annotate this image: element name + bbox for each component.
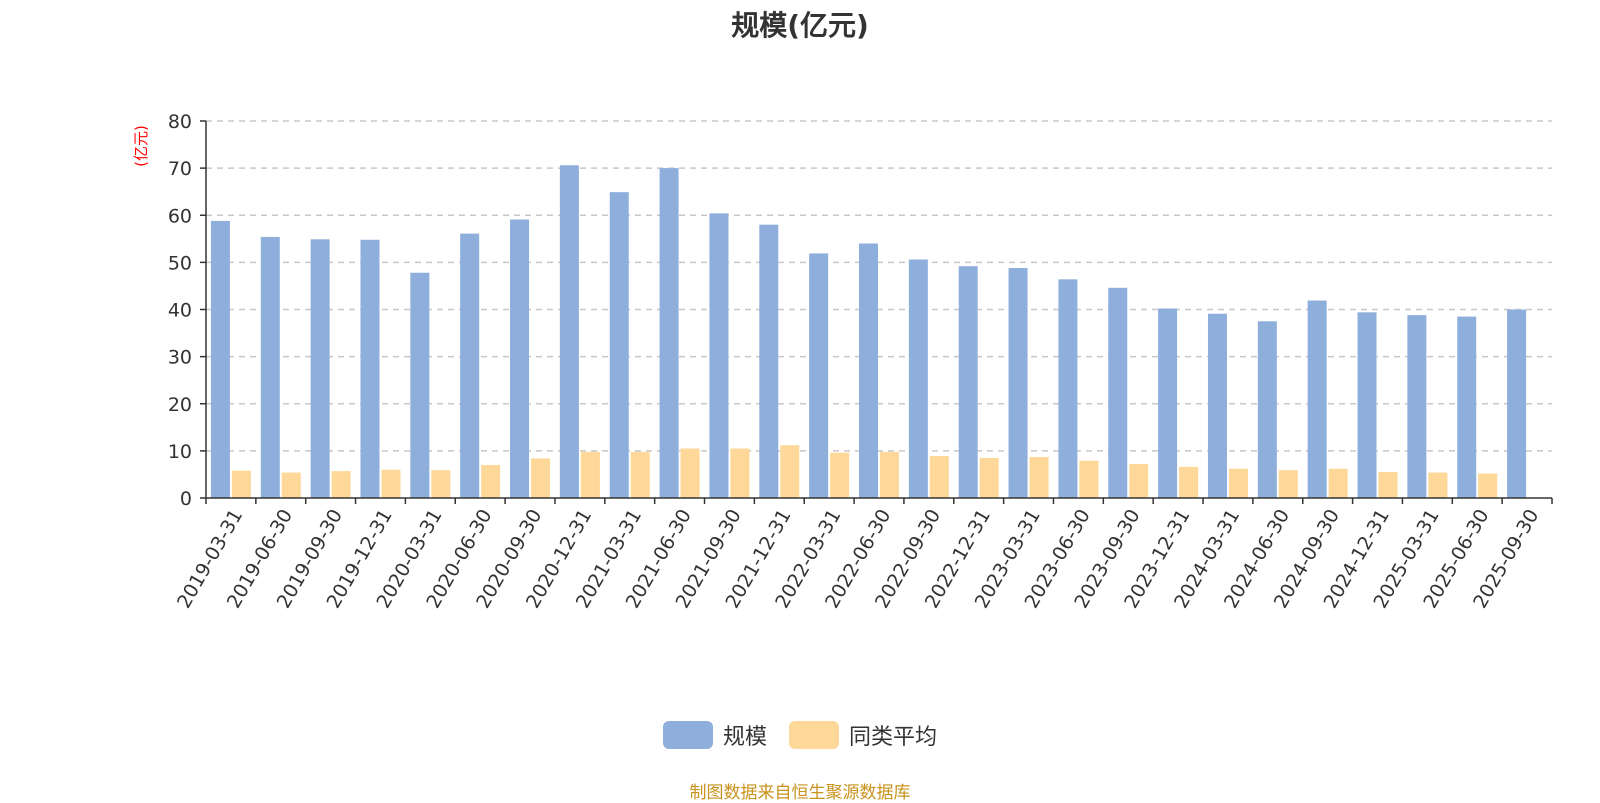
bar-scale [410, 272, 430, 498]
bar-peer-average [1428, 472, 1448, 498]
bar-peer-average [1079, 460, 1099, 498]
y-tick-label: 70 [168, 158, 192, 180]
chart-title: 规模(亿元) [731, 9, 869, 42]
bar-peer-average [1278, 470, 1298, 498]
bar-peer-average [1029, 457, 1049, 498]
bar-peer-average [630, 451, 650, 498]
bar-scale [1008, 268, 1028, 498]
y-tick-label: 10 [168, 441, 192, 463]
bar-scale [210, 220, 230, 498]
bar-scale [1307, 300, 1327, 498]
legend-label-peer-average: 同类平均 [849, 725, 938, 750]
bar-scale [1158, 308, 1178, 498]
bar-scale [609, 192, 629, 498]
bar-scale [1407, 315, 1427, 498]
bar-peer-average [331, 471, 351, 498]
bar-peer-average [830, 452, 850, 498]
legend-label-scale: 规模 [722, 725, 767, 750]
bar-scale [859, 243, 878, 498]
y-tick-label: 20 [168, 394, 192, 416]
legend-swatch-peer-average [789, 721, 839, 749]
bar-peer-average [531, 458, 551, 498]
bar-scale [659, 168, 679, 498]
bar-peer-average [680, 448, 700, 498]
bar-scale [759, 224, 779, 499]
bar-scale [1457, 316, 1477, 498]
legend-item-scale[interactable]: 规模 [662, 719, 767, 751]
bar-peer-average [580, 451, 600, 498]
bar-peer-average [1478, 473, 1498, 498]
source-footer: 制图数据来自恒生聚源数据库 [689, 783, 911, 803]
bar-scale [1257, 321, 1277, 498]
bar-scale [310, 239, 330, 498]
y-tick-label: 80 [168, 111, 192, 133]
y-axis-label: (亿元) [132, 125, 150, 167]
bar-scale [1108, 287, 1128, 498]
bars [210, 165, 1527, 499]
bar-scale [1357, 312, 1377, 498]
bar-scale [1207, 313, 1227, 498]
bar-peer-average [481, 465, 501, 498]
bar-scale [809, 253, 829, 498]
bar-scale [958, 266, 978, 498]
bar-peer-average [431, 470, 451, 498]
bar-peer-average [979, 457, 999, 498]
bar-peer-average [780, 445, 800, 498]
bar-scale [709, 213, 729, 499]
bar-scale [460, 233, 480, 498]
y-tick-label: 0 [180, 488, 192, 510]
bar-peer-average [1129, 464, 1149, 498]
bar-peer-average [730, 448, 750, 498]
legend-item-peer-average[interactable]: 同类平均 [789, 719, 937, 751]
y-tick-label: 40 [168, 300, 192, 322]
legend-swatch-scale [662, 721, 713, 749]
bar-scale [908, 259, 928, 498]
legend: 规模 同类平均 [0, 719, 1600, 751]
bar-scale [510, 219, 530, 498]
bar-scale [360, 239, 380, 498]
bar-peer-average [381, 469, 401, 498]
bar-peer-average [231, 470, 251, 498]
bar-peer-average [281, 472, 301, 498]
bar-peer-average [1328, 468, 1348, 498]
bar-peer-average [1179, 466, 1199, 498]
y-tick-label: 30 [168, 347, 192, 369]
bar-peer-average [1228, 468, 1248, 498]
bar-scale [1507, 309, 1527, 498]
bar-peer-average [929, 456, 949, 498]
grid-lines [206, 120, 1552, 452]
bar-scale [1058, 279, 1078, 498]
bar-peer-average [880, 451, 899, 498]
bar-peer-average [1378, 472, 1398, 498]
y-tick-label: 60 [168, 205, 192, 227]
bar-scale [559, 165, 579, 499]
y-tick-label: 50 [168, 252, 192, 274]
bar-scale [260, 236, 280, 499]
